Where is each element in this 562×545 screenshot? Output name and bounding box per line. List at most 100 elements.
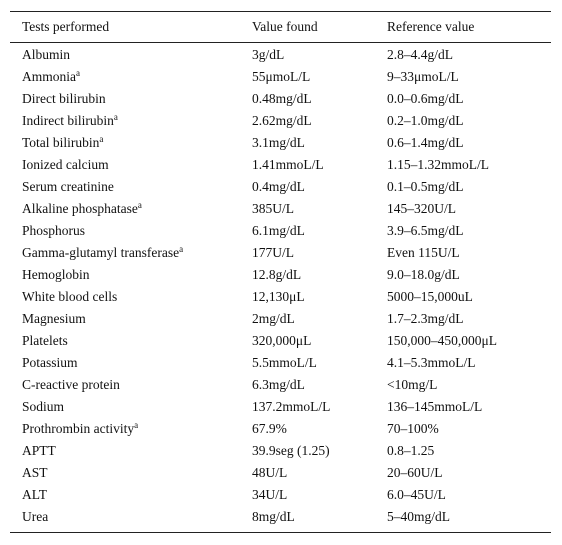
value-text: 385U/L (252, 201, 294, 216)
test-text: Magnesium (22, 311, 86, 326)
footnote-mark: a (76, 68, 80, 78)
table-cell: 177U/L (252, 242, 294, 264)
table-cell: 0.8–1.25 (387, 440, 434, 462)
reference-text: 145–320U/L (387, 201, 456, 216)
table-cell: 0.2–1.0mg/dL (387, 110, 464, 132)
table-cell: ALT (22, 484, 47, 506)
table-cell: 6.0–45U/L (387, 484, 446, 506)
table-cell: 136–145mmoL/L (387, 396, 482, 418)
table-cell: Ammoniaa (22, 66, 80, 88)
footnote-mark: a (113, 112, 118, 122)
reference-text: 9–33μmoL/L (387, 69, 459, 84)
test-text: Sodium (22, 399, 65, 414)
footnote-mark: a (179, 244, 184, 254)
table-cell: Prothrombin activitya (22, 418, 138, 440)
value-text: 0.48mg/dL (252, 91, 312, 106)
table-cell: 39.9seg (1.25) (252, 440, 330, 462)
table-cell: Gamma-glutamyl transferasea (22, 242, 183, 264)
footnote-mark: a (137, 200, 142, 210)
table-cell: 12,130μL (252, 286, 305, 308)
table-cell: Magnesium (22, 308, 86, 330)
test-text: APTT (22, 443, 56, 458)
table-cell: 3g/dL (252, 44, 284, 66)
table-cell: APTT (22, 440, 56, 462)
table-cell: 9–33μmoL/L (387, 66, 459, 88)
table-cell: Total bilirubina (22, 132, 103, 154)
table-cell: Albumin (22, 44, 70, 66)
reference-text: 4.1–5.3mmoL/L (387, 355, 476, 370)
table-cell: Even 115U/L (387, 242, 460, 264)
value-text: 2.62mg/dL (252, 113, 312, 128)
reference-text: 5000–15,000uL (387, 289, 473, 304)
header-cell: Value found (252, 19, 318, 34)
value-text: 39.9seg (1.25) (252, 443, 330, 458)
value-text: 137.2mmoL/L (252, 399, 331, 414)
reference-text: 9.0–18.0g/dL (387, 267, 460, 282)
test-text: Hemoglobin (22, 267, 90, 282)
test-text: Phosphorus (22, 223, 86, 238)
reference-text: 6.0–45U/L (387, 487, 446, 502)
table-cell: 0.1–0.5mg/dL (387, 176, 464, 198)
value-text: 5.5mmoL/L (252, 355, 317, 370)
table-cell: 5–40mg/dL (387, 506, 450, 528)
table-cell: Hemoglobin (22, 264, 90, 286)
table-cell: 2.62mg/dL (252, 110, 312, 132)
value-text: 48U/L (252, 465, 288, 480)
table-cell: Serum creatinine (22, 176, 114, 198)
header-cell: Tests performed (22, 19, 110, 34)
table-cell: C-reactive protein (22, 374, 120, 396)
table-cell: 2mg/dL (252, 308, 295, 330)
value-text: 12.8g/dL (252, 267, 302, 282)
footnote-mark: a (99, 134, 104, 144)
reference-text: 0.8–1.25 (387, 443, 435, 458)
table-cell: 0.4mg/dL (252, 176, 305, 198)
table-cell: Urea (22, 506, 48, 528)
table-cell: 8mg/dL (252, 506, 295, 528)
table-cell: 137.2mmoL/L (252, 396, 330, 418)
value-text: 1.41mmoL/L (252, 157, 324, 172)
table-cell: 20–60U/L (387, 462, 443, 484)
test-text: Prothrombin activity (22, 421, 135, 436)
table-cell: 70–100% (387, 418, 439, 440)
header-rule (10, 42, 551, 43)
reference-text: 70–100% (387, 421, 439, 436)
reference-text: 2.8–4.4g/dL (387, 47, 453, 62)
test-text: Albumin (22, 47, 71, 62)
reference-text: 136–145mmoL/L (387, 399, 483, 414)
test-text: Urea (22, 509, 49, 524)
table-cell: Phosphorus (22, 220, 85, 242)
header-cell: Reference value (387, 19, 475, 34)
table-cell: 6.3mg/dL (252, 374, 305, 396)
table-cell: 3.1mg/dL (252, 132, 305, 154)
table-cell: 1.7–2.3mg/dL (387, 308, 464, 330)
table-cell: 150,000–450,000μL (387, 330, 497, 352)
value-text: 12,130μL (252, 289, 305, 304)
value-text: 34U/L (252, 487, 288, 502)
table-cell: 3.9–6.5mg/dL (387, 220, 464, 242)
test-text: C-reactive protein (22, 377, 120, 392)
table-cell: 12.8g/dL (252, 264, 301, 286)
reference-text: 3.9–6.5mg/dL (387, 223, 464, 238)
table-cell: AST (22, 462, 48, 484)
value-text: 0.4mg/dL (252, 179, 305, 194)
value-text: 177U/L (252, 245, 294, 260)
test-text: Potassium (22, 355, 78, 370)
table-cell: 1.15–1.32mmoL/L (387, 154, 489, 176)
table-cell: 5.5mmoL/L (252, 352, 317, 374)
test-text: White blood cells (22, 289, 118, 304)
test-text: Serum creatinine (22, 179, 114, 194)
table-cell: Indirect bilirubina (22, 110, 118, 132)
table-cell: Direct bilirubin (22, 88, 106, 110)
reference-text: 0.6–1.4mg/dL (387, 135, 464, 150)
test-text: AST (22, 465, 48, 480)
value-text: 55μmoL/L (252, 69, 311, 84)
table-cell: Platelets (22, 330, 68, 352)
reference-text: Even 115U/L (387, 245, 460, 260)
value-text: 2mg/dL (252, 311, 295, 326)
reference-text: 150,000–450,000μL (387, 333, 497, 348)
table-cell: 5000–15,000uL (387, 286, 473, 308)
reference-text: 0.1–0.5mg/dL (387, 179, 464, 194)
table-cell: 0.0–0.6mg/dL (387, 88, 464, 110)
table-cell: 0.48mg/dL (252, 88, 312, 110)
table-cell: Ionized calcium (22, 154, 109, 176)
